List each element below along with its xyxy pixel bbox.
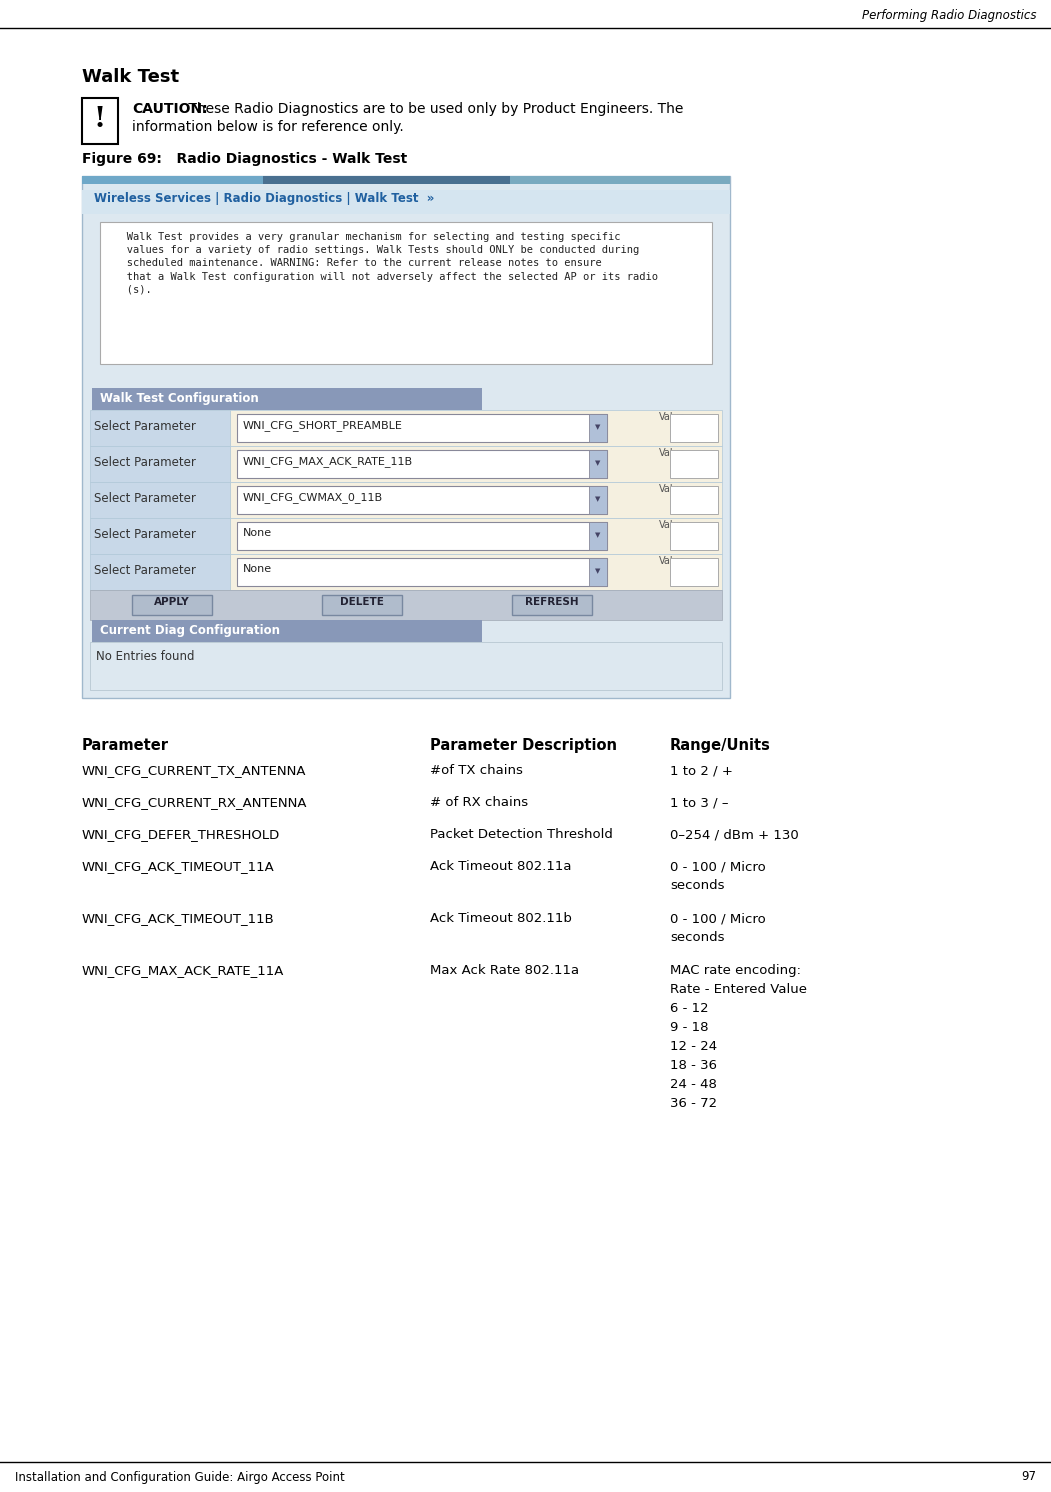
Text: No Entries found: No Entries found [96, 651, 194, 662]
Text: Parameter Description: Parameter Description [430, 739, 617, 753]
Text: 1 to 2 / +: 1 to 2 / + [669, 764, 733, 777]
Text: Walk Test provides a very granular mechanism for selecting and testing specific
: Walk Test provides a very granular mecha… [108, 231, 658, 295]
Bar [589, 522, 607, 551]
Text: Value: Value [659, 412, 685, 422]
Bar [82, 176, 730, 698]
Text: WNI_CFG_MAX_ACK_RATE_11B: WNI_CFG_MAX_ACK_RATE_11B [243, 457, 413, 467]
Bar [230, 446, 722, 482]
Bar [669, 486, 718, 515]
Bar [669, 451, 718, 477]
Text: 0 - 100 / Micro
seconds: 0 - 100 / Micro seconds [669, 912, 766, 944]
Text: APPLY: APPLY [154, 597, 190, 607]
Text: Select Parameter: Select Parameter [94, 564, 195, 577]
Text: Wireless Services | Radio Diagnostics | Walk Test  »: Wireless Services | Radio Diagnostics | … [94, 192, 434, 204]
Bar [236, 451, 607, 477]
Bar [512, 595, 592, 615]
Text: Parameter: Parameter [82, 739, 169, 753]
Bar [230, 410, 722, 446]
Text: Ack Timeout 802.11b: Ack Timeout 802.11b [430, 912, 572, 925]
Text: 97: 97 [1021, 1471, 1036, 1483]
Text: REFRESH: REFRESH [526, 597, 579, 607]
Text: Value: Value [659, 483, 685, 494]
Bar [92, 388, 482, 410]
Text: Installation and Configuration Guide: Airgo Access Point: Installation and Configuration Guide: Ai… [15, 1471, 345, 1483]
Text: None: None [243, 564, 272, 574]
Bar [589, 486, 607, 515]
Text: WNI_CFG_MAX_ACK_RATE_11A: WNI_CFG_MAX_ACK_RATE_11A [82, 964, 285, 977]
Text: ▼: ▼ [595, 533, 601, 539]
Bar [90, 642, 722, 689]
Bar [669, 413, 718, 442]
Text: ▼: ▼ [595, 460, 601, 466]
Bar [90, 446, 230, 482]
Text: WNI_CFG_CWMAX_0_11B: WNI_CFG_CWMAX_0_11B [243, 492, 384, 503]
Text: information below is for reference only.: information below is for reference only. [132, 119, 404, 134]
Text: Select Parameter: Select Parameter [94, 528, 195, 542]
Bar [589, 558, 607, 586]
Text: Select Parameter: Select Parameter [94, 421, 195, 433]
Text: Range/Units: Range/Units [669, 739, 770, 753]
Text: # of RX chains: # of RX chains [430, 797, 528, 809]
Text: Value: Value [659, 521, 685, 530]
Bar [90, 410, 230, 446]
Text: 0–254 / dBm + 130: 0–254 / dBm + 130 [669, 828, 799, 841]
Bar [669, 558, 718, 586]
Text: Select Parameter: Select Parameter [94, 492, 195, 504]
Text: Ack Timeout 802.11a: Ack Timeout 802.11a [430, 859, 572, 873]
Bar [510, 176, 730, 184]
Text: WNI_CFG_CURRENT_RX_ANTENNA: WNI_CFG_CURRENT_RX_ANTENNA [82, 797, 308, 809]
Bar [82, 189, 730, 213]
Bar [132, 595, 212, 615]
Text: WNI_CFG_DEFER_THRESHOLD: WNI_CFG_DEFER_THRESHOLD [82, 828, 281, 841]
Text: Current Diag Configuration: Current Diag Configuration [100, 624, 280, 637]
Bar [90, 518, 230, 554]
Bar [264, 176, 510, 184]
Bar [90, 482, 230, 518]
Bar [230, 518, 722, 554]
Text: 1 to 3 / –: 1 to 3 / – [669, 797, 728, 809]
Text: DELETE: DELETE [341, 597, 384, 607]
Text: Select Parameter: Select Parameter [94, 457, 195, 468]
Text: MAC rate encoding:
Rate - Entered Value
6 - 12
9 - 18
12 - 24
18 - 36
24 - 48
36: MAC rate encoding: Rate - Entered Value … [669, 964, 807, 1110]
Bar [236, 413, 607, 442]
Text: WNI_CFG_CURRENT_TX_ANTENNA: WNI_CFG_CURRENT_TX_ANTENNA [82, 764, 307, 777]
Text: ▼: ▼ [595, 424, 601, 430]
Bar [230, 554, 722, 589]
Text: WNI_CFG_SHORT_PREAMBLE: WNI_CFG_SHORT_PREAMBLE [243, 421, 403, 431]
Text: Walk Test Configuration: Walk Test Configuration [100, 392, 259, 404]
Bar [589, 413, 607, 442]
Bar [322, 595, 401, 615]
Text: Performing Radio Diagnostics: Performing Radio Diagnostics [862, 9, 1036, 22]
Text: Figure 69:: Figure 69: [82, 152, 162, 166]
Text: Radio Diagnostics - Walk Test: Radio Diagnostics - Walk Test [157, 152, 407, 166]
Text: #of TX chains: #of TX chains [430, 764, 523, 777]
Text: WNI_CFG_ACK_TIMEOUT_11A: WNI_CFG_ACK_TIMEOUT_11A [82, 859, 274, 873]
Text: CAUTION:: CAUTION: [132, 101, 208, 116]
Text: Walk Test: Walk Test [82, 69, 179, 87]
Bar [90, 554, 230, 589]
Bar [82, 176, 264, 184]
Text: Value: Value [659, 448, 685, 458]
Bar [90, 589, 722, 621]
Text: !: ! [94, 106, 106, 133]
Text: These Radio Diagnostics are to be used only by Product Engineers. The: These Radio Diagnostics are to be used o… [184, 101, 683, 116]
Text: Packet Detection Threshold: Packet Detection Threshold [430, 828, 613, 841]
Bar [92, 621, 482, 642]
Bar [230, 482, 722, 518]
Text: Max Ack Rate 802.11a: Max Ack Rate 802.11a [430, 964, 579, 977]
Bar [100, 222, 712, 364]
Text: ▼: ▼ [595, 568, 601, 574]
Text: Value: Value [659, 557, 685, 565]
Bar [82, 98, 118, 145]
Bar [669, 522, 718, 551]
Bar [236, 558, 607, 586]
Text: None: None [243, 528, 272, 539]
Bar [236, 486, 607, 515]
Text: ▼: ▼ [595, 495, 601, 501]
Bar [589, 451, 607, 477]
Text: WNI_CFG_ACK_TIMEOUT_11B: WNI_CFG_ACK_TIMEOUT_11B [82, 912, 274, 925]
Text: 0 - 100 / Micro
seconds: 0 - 100 / Micro seconds [669, 859, 766, 892]
Bar [236, 522, 607, 551]
